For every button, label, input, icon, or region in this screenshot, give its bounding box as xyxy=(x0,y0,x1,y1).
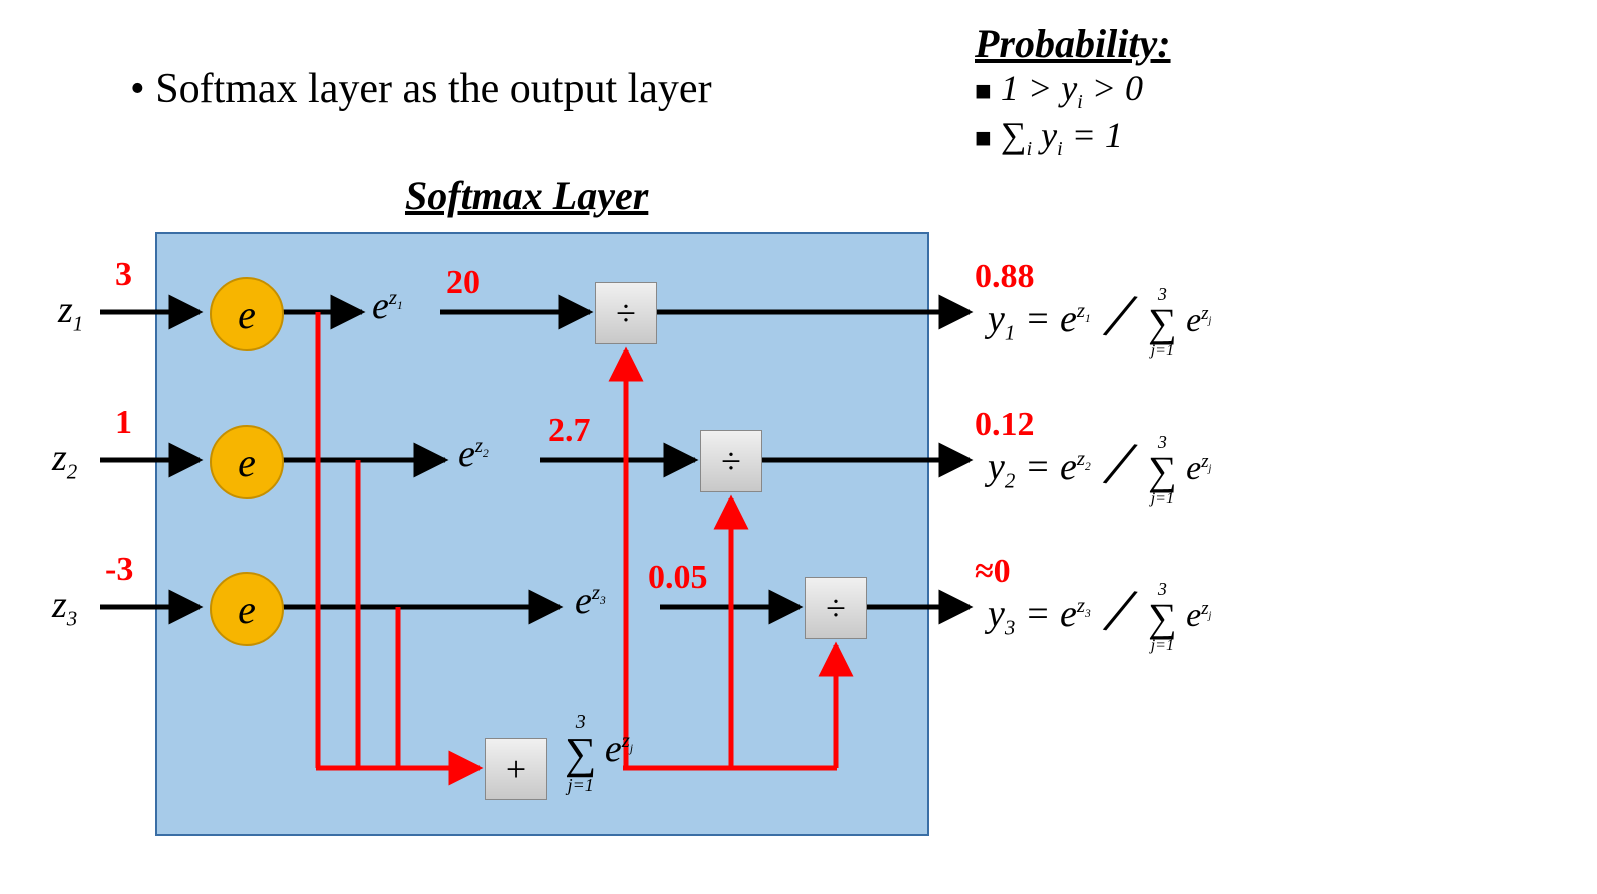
y1-equation: y1 = ez1 / 3 ∑ j=1 ezj xyxy=(988,272,1328,359)
plus-box: + xyxy=(485,738,547,800)
ez3-label: ez3 xyxy=(575,579,606,623)
exp-node-3: e xyxy=(210,572,284,646)
div-box-2: ÷ xyxy=(700,430,762,492)
z2-label: z2 xyxy=(52,436,77,485)
div-box-1: ÷ xyxy=(595,282,657,344)
div-icon: ÷ xyxy=(721,440,741,482)
sum-expression: 3 ∑ j=1 ezj xyxy=(565,712,633,794)
z1-label: z1 xyxy=(58,288,83,337)
ez1-value: 20 xyxy=(446,264,480,302)
y3-equation: y3 = ez3 / 3 ∑ j=1 ezj xyxy=(988,567,1328,654)
z3-value: -3 xyxy=(105,551,133,589)
plus-icon: + xyxy=(506,748,526,790)
y2-equation: y2 = ez2 / 3 ∑ j=1 ezj xyxy=(988,420,1328,507)
z3-label: z3 xyxy=(52,583,77,632)
div-icon: ÷ xyxy=(616,292,636,334)
exp-node-3-label: e xyxy=(238,586,256,633)
ez1-label: ez1 xyxy=(372,284,403,328)
ez2-label: ez2 xyxy=(458,432,489,476)
div-box-3: ÷ xyxy=(805,577,867,639)
z1-value: 3 xyxy=(115,256,132,294)
z2-value: 1 xyxy=(115,404,132,442)
ez2-value: 2.7 xyxy=(548,412,591,450)
exp-node-1: e xyxy=(210,277,284,351)
sum-lower: j=1 xyxy=(565,776,596,794)
exp-node-2: e xyxy=(210,425,284,499)
exp-node-1-label: e xyxy=(238,291,256,338)
exp-node-2-label: e xyxy=(238,439,256,486)
div-icon: ÷ xyxy=(826,587,846,629)
ez3-value: 0.05 xyxy=(648,559,708,597)
